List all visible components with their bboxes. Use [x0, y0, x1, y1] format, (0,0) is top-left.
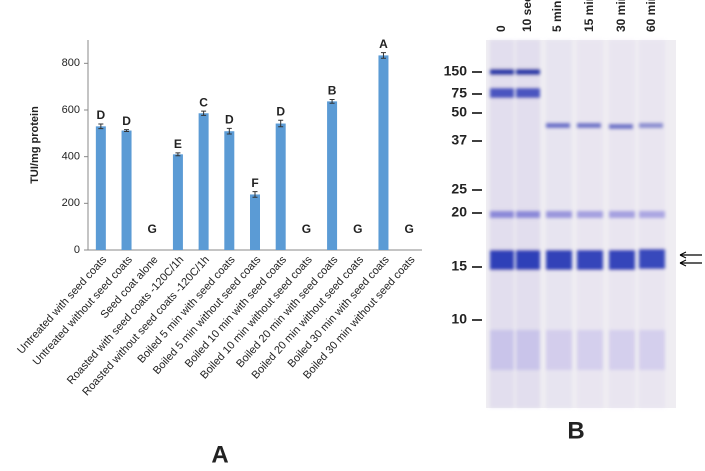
bar	[327, 101, 338, 250]
lane-label: 5 min	[550, 1, 564, 32]
gel-image	[486, 40, 702, 408]
bar	[250, 194, 260, 250]
lane-label: 60 min	[644, 0, 658, 32]
significance-letter: G	[302, 222, 311, 236]
bar	[121, 130, 132, 250]
significance-letter: F	[251, 176, 258, 190]
error-bar	[201, 110, 207, 116]
error-bar	[175, 152, 181, 157]
marker-label: 50	[451, 104, 467, 120]
error-bar	[329, 99, 335, 104]
marker-label: 150	[444, 63, 468, 79]
error-bar	[278, 119, 284, 128]
marker-label: 20	[451, 204, 467, 220]
bar	[275, 123, 286, 250]
lane-label: 10 sec	[520, 0, 534, 32]
y-tick-label: 600	[62, 104, 80, 116]
y-tick-label: 800	[62, 57, 80, 69]
bar	[95, 126, 106, 250]
significance-letter: E	[174, 137, 182, 151]
error-bar	[98, 123, 104, 130]
error-bar	[124, 129, 130, 132]
y-tick-label: 200	[62, 197, 80, 209]
bar	[198, 113, 209, 251]
significance-letter: C	[199, 95, 208, 109]
error-bar	[252, 191, 258, 198]
bar	[224, 131, 235, 250]
y-tick-label: 0	[74, 244, 80, 256]
marker-label: 10	[451, 311, 467, 327]
bar	[172, 154, 183, 250]
marker-label: 25	[451, 181, 467, 197]
significance-letter: B	[328, 84, 337, 98]
panel-label: B	[567, 417, 584, 444]
significance-letter: D	[122, 114, 131, 128]
lane-label: 30 min	[614, 0, 628, 32]
significance-letter: D	[225, 113, 234, 127]
significance-letter: G	[404, 222, 413, 236]
significance-letter: G	[353, 222, 362, 236]
y-tick-label: 400	[62, 151, 80, 163]
significance-letter: D	[276, 104, 285, 118]
lane-label: 15 min	[582, 0, 596, 32]
error-bar	[226, 127, 232, 135]
error-bar	[380, 52, 386, 59]
marker-label: 37	[451, 132, 467, 148]
marker-label: 75	[451, 85, 467, 101]
lane-label: 0	[494, 25, 508, 32]
significance-letter: A	[379, 37, 388, 51]
panel-label: A	[211, 441, 228, 466]
y-axis-label: TUI/mg protein	[29, 106, 41, 184]
marker-label: 15	[451, 258, 467, 274]
bar	[378, 55, 389, 251]
significance-letter: D	[97, 108, 106, 122]
significance-letter: G	[148, 222, 157, 236]
